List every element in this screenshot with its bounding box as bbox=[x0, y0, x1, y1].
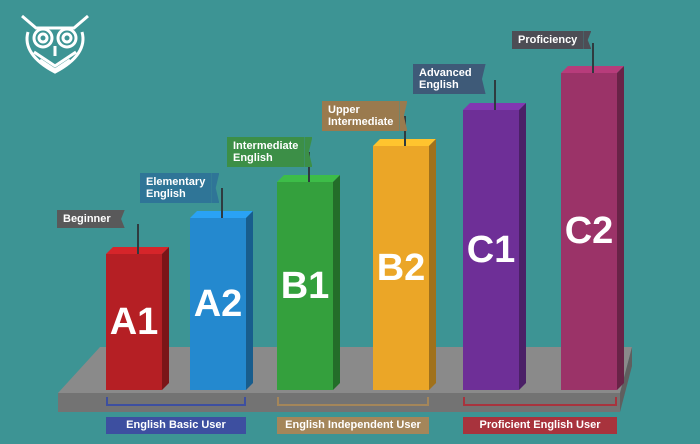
flag-c2: Proficiency bbox=[512, 31, 584, 49]
flag-b2: Upper Intermediate bbox=[322, 101, 400, 131]
bar-side-face bbox=[246, 211, 253, 390]
level-code: B2 bbox=[373, 146, 429, 390]
bar-side-face bbox=[162, 247, 169, 390]
bar-side-face bbox=[333, 175, 340, 390]
flag-label-line: English bbox=[233, 152, 273, 164]
flag-pole bbox=[404, 116, 406, 146]
flag-pole bbox=[137, 224, 139, 254]
bar-a2: A2 bbox=[190, 211, 253, 390]
flag-label-line: Advanced bbox=[419, 67, 472, 79]
bar-c2: C2 bbox=[561, 66, 624, 390]
flag-pole bbox=[494, 80, 496, 110]
flag-label-line: Elementary bbox=[146, 176, 206, 188]
flag-label-line: Intermediate bbox=[233, 140, 299, 152]
group-bracket bbox=[106, 397, 246, 406]
level-code: A2 bbox=[190, 218, 246, 390]
bar-b2: B2 bbox=[373, 139, 436, 390]
bar-side-face bbox=[617, 66, 624, 390]
bar-side-face bbox=[519, 103, 526, 390]
owl-logo-icon bbox=[21, 14, 89, 74]
group-label: English Basic User bbox=[106, 417, 246, 434]
flag-pole bbox=[221, 188, 223, 218]
group-bracket bbox=[463, 397, 617, 406]
bar-b1: B1 bbox=[277, 175, 340, 390]
flag-label-line: Upper bbox=[328, 104, 360, 116]
level-code: C1 bbox=[463, 110, 519, 390]
flag-pole bbox=[308, 152, 310, 182]
bar-side-face bbox=[429, 139, 436, 390]
flag-pole bbox=[592, 43, 594, 73]
flag-a1: Beginner bbox=[57, 210, 117, 228]
level-code: A1 bbox=[106, 254, 162, 390]
bar-c1: C1 bbox=[463, 103, 526, 390]
flag-label-line: English bbox=[419, 79, 459, 91]
group-label: English Independent User bbox=[277, 417, 429, 434]
flag-label-line: Intermediate bbox=[328, 116, 394, 128]
flag-label-line: English bbox=[146, 188, 186, 200]
flag-label-line: Beginner bbox=[63, 213, 111, 225]
flag-c1: Advanced English bbox=[413, 64, 478, 94]
flag-a2: Elementary English bbox=[140, 173, 212, 203]
group-label: Proficient English User bbox=[463, 417, 617, 434]
flag-label-line: Proficiency bbox=[518, 34, 578, 46]
level-code: B1 bbox=[277, 182, 333, 390]
group-bracket bbox=[277, 397, 429, 406]
bar-a1: A1 bbox=[106, 247, 169, 390]
flag-b1: Intermediate English bbox=[227, 137, 305, 167]
level-code: C2 bbox=[561, 73, 617, 390]
